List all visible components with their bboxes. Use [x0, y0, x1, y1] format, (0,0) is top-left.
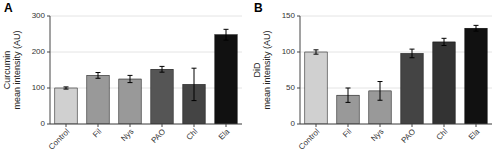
x-tick-label: Chl — [435, 127, 450, 142]
error-bar — [474, 25, 479, 31]
x-tick — [162, 124, 163, 127]
y-tick-label: 0 — [291, 119, 296, 128]
x-tick — [412, 124, 413, 127]
x-tick — [380, 124, 381, 127]
bar — [401, 53, 423, 124]
x-tick-label: Chl — [185, 127, 200, 142]
x-tick-label: Fil — [341, 127, 353, 139]
x-axis — [300, 124, 492, 125]
bar — [433, 42, 455, 124]
bar — [87, 75, 109, 124]
x-tick-label: Ela — [467, 127, 482, 142]
error-bar — [346, 88, 351, 102]
x-tick-label: PAO — [149, 127, 167, 145]
y-tick-label: 100 — [32, 83, 46, 92]
y-tick-label: 0 — [41, 119, 46, 128]
x-tick — [316, 124, 317, 127]
y-tick-label: 100 — [282, 47, 296, 56]
bar — [465, 28, 487, 124]
y-label: DiDmean intensity (AU) — [252, 30, 272, 109]
x-tick-label: PAO — [399, 127, 417, 145]
x-tick — [226, 124, 227, 127]
y-label-line: DiD — [252, 62, 262, 77]
error-bar — [64, 87, 69, 89]
x-tick — [194, 124, 195, 127]
x-tick-label: Nys — [119, 127, 135, 143]
error-bar — [314, 50, 319, 54]
grid-line — [300, 88, 492, 89]
y-tick-label: 150 — [282, 11, 296, 20]
x-tick-label: Nys — [369, 127, 385, 143]
x-tick-label: Ela — [217, 127, 232, 142]
bar — [119, 79, 141, 124]
y-axis — [300, 16, 301, 124]
grid-line — [300, 16, 492, 17]
plot-area — [55, 29, 237, 124]
x-tick — [476, 124, 477, 127]
chart: ACurcuminmean intensity (AU)0100200300Co… — [0, 0, 500, 162]
x-tick-label: Control — [47, 127, 72, 152]
x-tick-label: Fil — [91, 127, 103, 139]
grid-line — [50, 88, 242, 89]
y-label: Curcuminmean intensity (AU) — [2, 30, 22, 109]
grid-line — [50, 124, 242, 125]
bar — [305, 52, 327, 124]
error-bar — [410, 49, 415, 58]
y-label-line: mean intensity (AU) — [262, 30, 272, 109]
error-bar — [378, 82, 383, 101]
bar — [55, 88, 77, 124]
error-bar — [160, 66, 165, 72]
y-label-line: mean intensity (AU) — [12, 30, 22, 109]
bar — [151, 69, 173, 124]
panel: A Curcuminmean intensity (AU) 0 100 200 300 Co… — [2, 1, 242, 152]
panel-title: A — [4, 1, 13, 15]
panel-title: B — [254, 1, 263, 15]
plot-area — [305, 25, 487, 124]
panel: B DiDmean intensity (AU) 0 50 100 150 Control F… — [252, 1, 492, 152]
error-bar — [192, 68, 197, 100]
grid-line — [50, 16, 242, 17]
x-tick — [444, 124, 445, 127]
y-tick-label: 300 — [32, 11, 46, 20]
x-tick — [66, 124, 67, 127]
y-tick-label: 200 — [32, 47, 46, 56]
error-bar — [442, 38, 447, 45]
y-tick-label: 50 — [286, 83, 295, 92]
x-tick-label: Control — [297, 127, 322, 152]
error-bar — [224, 29, 229, 40]
grid-line — [300, 124, 492, 125]
grid-line — [50, 52, 242, 53]
error-bar — [96, 73, 101, 79]
x-tick — [130, 124, 131, 127]
y-axis — [50, 16, 51, 124]
x-tick — [348, 124, 349, 127]
x-axis — [50, 124, 242, 125]
grid-line — [300, 52, 492, 53]
y-label-line: Curcumin — [2, 51, 12, 90]
x-tick — [98, 124, 99, 127]
error-bar — [128, 75, 133, 82]
bar — [215, 35, 237, 124]
